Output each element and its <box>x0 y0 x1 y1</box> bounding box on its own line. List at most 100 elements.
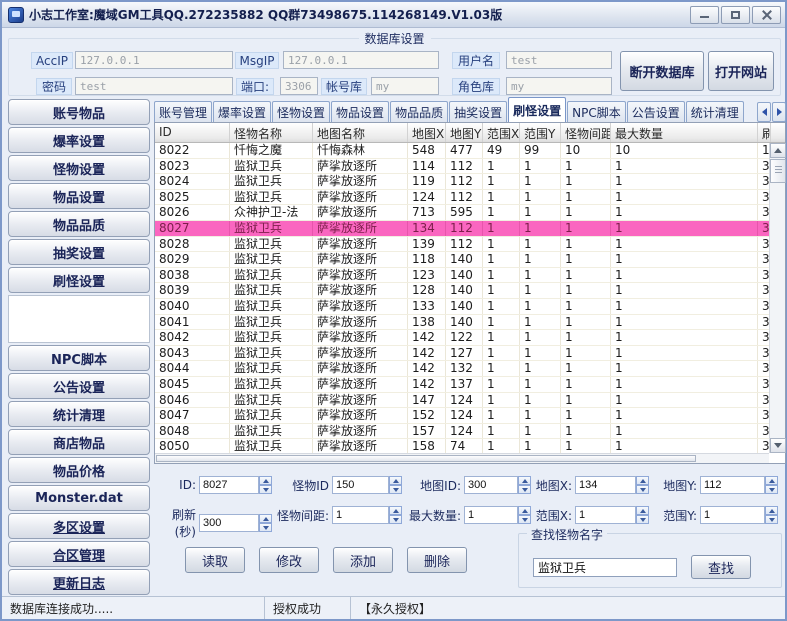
spinner-down-icon[interactable] <box>765 485 778 494</box>
username-input[interactable] <box>506 51 612 69</box>
sidebar-button-7[interactable]: 刷怪设置 <box>8 267 150 293</box>
action-button-读取[interactable]: 读取 <box>185 547 245 573</box>
spinner-down-icon[interactable] <box>518 485 531 494</box>
sidebar-button-12[interactable]: 物品价格 <box>8 457 150 483</box>
table-row[interactable]: 8029 监狱卫兵 萨挲放逐所 118 140 1 1 1 1 3 <box>155 252 769 268</box>
table-row[interactable]: 8038 监狱卫兵 萨挲放逐所 123 140 1 1 1 1 3 <box>155 267 769 284</box>
search-input[interactable] <box>533 558 677 577</box>
sidebar-button-8[interactable]: NPC脚本 <box>8 345 150 371</box>
msgip-input[interactable] <box>283 51 439 69</box>
spinner-up-icon[interactable] <box>259 514 272 523</box>
spinner-up-icon[interactable] <box>389 476 402 485</box>
field-input[interactable] <box>575 506 636 524</box>
spinner-down-icon[interactable] <box>518 515 531 524</box>
table-row[interactable]: 8022 忏悔之魔 忏悔森林 548 477 49 99 10 10 1 <box>155 143 769 159</box>
sidebar-empty-listbox[interactable] <box>8 295 150 343</box>
spinner[interactable] <box>259 514 272 532</box>
table-row[interactable]: 8025 监狱卫兵 萨挲放逐所 124 112 1 1 1 1 3 <box>155 189 769 206</box>
account-db-input[interactable] <box>371 77 439 95</box>
sidebar-button-6[interactable]: 抽奖设置 <box>8 239 150 265</box>
column-header-ID[interactable]: ID <box>155 123 230 142</box>
tab-物品设置[interactable]: 物品设置 <box>331 101 390 122</box>
field-input[interactable] <box>464 506 518 524</box>
sidebar-button-14[interactable]: 多区设置 <box>8 513 150 539</box>
spinner-down-icon[interactable] <box>259 485 272 494</box>
action-button-删除[interactable]: 删除 <box>407 547 467 573</box>
table-row[interactable]: 8044 监狱卫兵 萨挲放逐所 142 132 1 1 1 1 3 <box>155 361 769 377</box>
field-input[interactable] <box>700 476 765 494</box>
vertical-scrollbar[interactable] <box>769 143 786 453</box>
column-header-怪物名称[interactable]: 怪物名称 <box>230 123 313 142</box>
sidebar-button-9[interactable]: 公告设置 <box>8 373 150 399</box>
horizontal-scroll-thumb[interactable] <box>156 455 697 462</box>
spinner-up-icon[interactable] <box>389 506 402 515</box>
spinner-up-icon[interactable] <box>518 506 531 515</box>
vertical-scroll-thumb[interactable] <box>770 159 786 183</box>
column-header-刷[interactable]: 刷 <box>758 123 771 142</box>
spinner-up-icon[interactable] <box>259 476 272 485</box>
maximize-button[interactable] <box>721 5 750 24</box>
horizontal-scrollbar[interactable] <box>155 453 769 463</box>
tab-账号管理[interactable]: 账号管理 <box>154 101 213 122</box>
table-row[interactable]: 8043 监狱卫兵 萨挲放逐所 142 127 1 1 1 1 3 <box>155 345 769 362</box>
sidebar-button-2[interactable]: 爆率设置 <box>8 127 150 153</box>
spinner-up-icon[interactable] <box>765 506 778 515</box>
table-row[interactable]: 8028 监狱卫兵 萨挲放逐所 139 112 1 1 1 1 3 <box>155 236 769 253</box>
spinner-down-icon[interactable] <box>636 485 649 494</box>
spinner[interactable] <box>636 506 649 524</box>
spinner-down-icon[interactable] <box>259 523 272 532</box>
table-row[interactable]: 8024 监狱卫兵 萨挲放逐所 119 112 1 1 1 1 3 <box>155 174 769 190</box>
sidebar-button-11[interactable]: 商店物品 <box>8 429 150 455</box>
tab-物品品质[interactable]: 物品品质 <box>390 101 449 122</box>
spinner[interactable] <box>518 476 531 494</box>
disconnect-db-button[interactable]: 断开数据库 <box>620 51 704 91</box>
tab-怪物设置[interactable]: 怪物设置 <box>272 101 331 122</box>
table-row[interactable]: 8050 监狱卫兵 萨挲放逐所 158 74 1 1 1 1 3 <box>155 439 769 453</box>
spinner-up-icon[interactable] <box>636 506 649 515</box>
tab-抽奖设置[interactable]: 抽奖设置 <box>449 101 508 122</box>
field-input[interactable] <box>575 476 636 494</box>
table-row[interactable]: 8023 监狱卫兵 萨挲放逐所 114 112 1 1 1 1 3 <box>155 158 769 175</box>
table-row[interactable]: 8027 监狱卫兵 萨挲放逐所 134 112 1 1 1 1 3 <box>155 220 769 237</box>
column-header-地图Y[interactable]: 地图Y <box>446 123 483 142</box>
sidebar-button-4[interactable]: 物品设置 <box>8 183 150 209</box>
spinner-down-icon[interactable] <box>636 515 649 524</box>
spinner-up-icon[interactable] <box>636 476 649 485</box>
table-row[interactable]: 8046 监狱卫兵 萨挲放逐所 147 124 1 1 1 1 3 <box>155 392 769 409</box>
scroll-down-button[interactable] <box>770 438 786 453</box>
field-input[interactable] <box>199 476 259 494</box>
column-header-最大数量[interactable]: 最大数量 <box>611 123 758 142</box>
spinner[interactable] <box>765 506 778 524</box>
search-button[interactable]: 查找 <box>691 555 751 579</box>
spinner-down-icon[interactable] <box>389 485 402 494</box>
password-input[interactable] <box>75 77 233 95</box>
sidebar-button-15[interactable]: 合区管理 <box>8 541 150 567</box>
table-row[interactable]: 8041 监狱卫兵 萨挲放逐所 138 140 1 1 1 1 3 <box>155 314 769 331</box>
column-header-地图X[interactable]: 地图X <box>408 123 446 142</box>
table-row[interactable]: 8042 监狱卫兵 萨挲放逐所 142 122 1 1 1 1 3 <box>155 330 769 346</box>
column-header-地图名称[interactable]: 地图名称 <box>313 123 408 142</box>
spinner[interactable] <box>518 506 531 524</box>
spinner-up-icon[interactable] <box>518 476 531 485</box>
port-input[interactable] <box>280 77 318 95</box>
role-db-input[interactable] <box>506 77 612 95</box>
tab-统计清理[interactable]: 统计清理 <box>685 101 744 122</box>
table-row[interactable]: 8048 监狱卫兵 萨挲放逐所 157 124 1 1 1 1 3 <box>155 423 769 440</box>
spinner-down-icon[interactable] <box>765 515 778 524</box>
table-row[interactable]: 8039 监狱卫兵 萨挲放逐所 128 140 1 1 1 1 3 <box>155 283 769 299</box>
field-input[interactable] <box>199 514 259 532</box>
tab-scroll-right-button[interactable] <box>772 102 786 122</box>
scroll-up-button[interactable] <box>770 143 786 158</box>
table-row[interactable]: 8045 监狱卫兵 萨挲放逐所 142 137 1 1 1 1 3 <box>155 376 769 393</box>
field-input[interactable] <box>332 506 389 524</box>
close-button[interactable] <box>752 5 781 24</box>
table-row[interactable]: 8040 监狱卫兵 萨挲放逐所 133 140 1 1 1 1 3 <box>155 298 769 315</box>
sidebar-button-1[interactable]: 账号物品 <box>8 99 150 125</box>
sidebar-button-10[interactable]: 统计清理 <box>8 401 150 427</box>
sidebar-button-3[interactable]: 怪物设置 <box>8 155 150 181</box>
table-row[interactable]: 8026 众神护卫-法 萨挲放逐所 713 595 1 1 1 1 3 <box>155 205 769 221</box>
spinner-down-icon[interactable] <box>389 515 402 524</box>
column-header-范围Y[interactable]: 范围Y <box>520 123 561 142</box>
sidebar-button-16[interactable]: 更新日志 <box>8 569 150 595</box>
spinner[interactable] <box>389 476 402 494</box>
